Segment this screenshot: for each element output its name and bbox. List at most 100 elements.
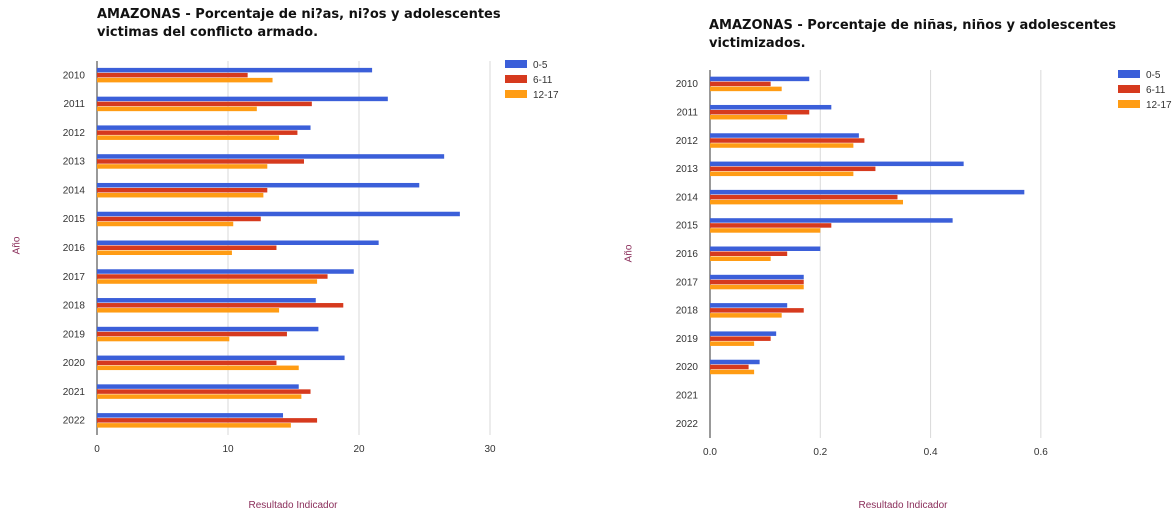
bar-6-11-2020 <box>97 360 277 366</box>
x-tick-label: 20 <box>353 444 365 455</box>
bar-12-17-2013 <box>710 171 854 177</box>
y-tick-label: 2017 <box>676 277 699 288</box>
bar-0-5-2018 <box>97 298 316 303</box>
y-tick-label: 2021 <box>676 391 699 402</box>
bar-0-5-2016 <box>97 240 379 245</box>
bar-0-5-2020 <box>97 355 345 361</box>
bar-0-5-2019 <box>97 326 319 332</box>
legend-swatch <box>505 60 527 68</box>
bar-0-5-2012 <box>97 125 311 130</box>
chart-panel-right: AMAZONAS - Porcentaje de niñas, niños y … <box>587 0 1175 515</box>
bar-12-17-2018 <box>710 313 782 318</box>
bar-6-11-2021 <box>97 389 311 394</box>
bar-12-17-2015 <box>710 228 821 233</box>
y-tick-label: 2010 <box>676 79 699 90</box>
bar-6-11-2015 <box>710 223 832 228</box>
bar-6-11-2018 <box>97 303 344 308</box>
bar-6-11-2014 <box>97 187 268 193</box>
y-tick-label: 2011 <box>63 99 85 110</box>
legend-label: 12-17 <box>1146 100 1172 111</box>
bar-6-11-2010 <box>97 72 248 78</box>
legend-swatch <box>1118 85 1140 93</box>
y-tick-label: 2014 <box>676 192 699 203</box>
bar-0-5-2021 <box>97 384 299 389</box>
bar-0-5-2019 <box>710 331 777 336</box>
bar-6-11-2022 <box>97 418 318 423</box>
bar-0-5-2014 <box>710 189 1025 195</box>
bar-0-5-2018 <box>710 303 788 308</box>
x-tick-label: 0.2 <box>813 447 827 458</box>
y-tick-label: 2018 <box>63 301 86 312</box>
bar-6-11-2014 <box>710 194 898 200</box>
chart-panel-left: AMAZONAS - Porcentaje de ni?as, ni?os y … <box>0 0 587 515</box>
bar-12-17-2014 <box>710 199 903 205</box>
y-tick-label: 2018 <box>676 306 699 317</box>
bar-12-17-2017 <box>97 279 318 284</box>
bar-0-5-2017 <box>97 269 354 274</box>
legend-swatch <box>505 75 527 83</box>
y-tick-label: 2013 <box>63 157 86 168</box>
x-tick-label: 0.6 <box>1034 447 1048 458</box>
bar-6-11-2019 <box>710 336 771 341</box>
bar-6-11-2018 <box>710 308 804 313</box>
y-tick-label: 2011 <box>676 107 698 118</box>
bar-6-11-2017 <box>710 279 804 285</box>
legend-swatch <box>505 90 527 98</box>
x-tick-label: 0.4 <box>924 447 938 458</box>
legend-label: 0-5 <box>533 60 548 71</box>
y-tick-label: 2019 <box>63 329 86 340</box>
bar-0-5-2017 <box>710 274 804 280</box>
bar-12-17-2012 <box>710 143 854 148</box>
y-tick-label: 2022 <box>63 416 86 427</box>
bar-0-5-2015 <box>97 211 460 217</box>
bar-6-11-2015 <box>97 216 261 222</box>
bar-6-11-2013 <box>97 159 304 164</box>
legend-swatch <box>1118 70 1140 78</box>
x-tick-label: 30 <box>484 444 496 455</box>
bar-0-5-2022 <box>97 413 284 418</box>
y-tick-label: 2022 <box>676 419 699 430</box>
y-tick-label: 2021 <box>63 387 86 398</box>
y-tick-label: 2017 <box>63 272 86 283</box>
bar-0-5-2010 <box>710 76 810 82</box>
bar-6-11-2016 <box>97 245 277 250</box>
bar-6-11-2012 <box>97 130 298 135</box>
y-tick-label: 2014 <box>63 185 86 196</box>
bar-12-17-2013 <box>97 164 268 169</box>
legend-label: 0-5 <box>1146 70 1161 81</box>
chart-title: AMAZONAS - Porcentaje de ni?as, ni?os y … <box>97 7 501 40</box>
x-axis-label: Resultado Indicador <box>858 500 948 511</box>
legend-label: 6-11 <box>533 75 553 86</box>
bar-12-17-2017 <box>710 284 804 290</box>
bar-0-5-2011 <box>710 104 832 110</box>
bar-6-11-2019 <box>97 331 287 337</box>
bar-12-17-2021 <box>97 394 302 399</box>
bar-6-11-2017 <box>97 274 328 279</box>
bar-12-17-2016 <box>97 250 232 255</box>
bar-0-5-2012 <box>710 133 859 138</box>
bar-12-17-2011 <box>97 106 257 112</box>
bar-12-17-2015 <box>97 221 234 227</box>
y-tick-label: 2015 <box>63 214 86 225</box>
bar-12-17-2016 <box>710 256 771 261</box>
bar-0-5-2013 <box>97 154 445 159</box>
bar-chart-right: 0.0 0.2 0.4 0.6 2010 2011 2012 2013 2014 2015 2016… <box>676 70 1172 458</box>
bar-12-17-2019 <box>710 341 755 346</box>
x-tick-label: 0 <box>94 444 100 455</box>
legend-label: 6-11 <box>1146 85 1166 96</box>
bar-12-17-2019 <box>97 336 230 342</box>
bar-0-5-2015 <box>710 218 953 223</box>
y-tick-label: 2020 <box>676 362 699 373</box>
y-tick-label: 2013 <box>676 164 699 175</box>
bar-chart-left: 0 10 20 30 2010 2011 2012 2013 2014 2015 2016 2017 2… <box>63 60 559 455</box>
bar-12-17-2010 <box>710 86 782 92</box>
bar-6-11-2020 <box>710 364 749 370</box>
legend-swatch <box>1118 100 1140 108</box>
bar-12-17-2010 <box>97 77 273 83</box>
bar-12-17-2020 <box>710 369 755 375</box>
chart-title: AMAZONAS - Porcentaje de niñas, niños y … <box>709 18 1117 51</box>
y-tick-label: 2019 <box>676 334 699 345</box>
bar-6-11-2016 <box>710 251 788 256</box>
bar-6-11-2012 <box>710 138 865 143</box>
bar-12-17-2011 <box>710 114 788 120</box>
